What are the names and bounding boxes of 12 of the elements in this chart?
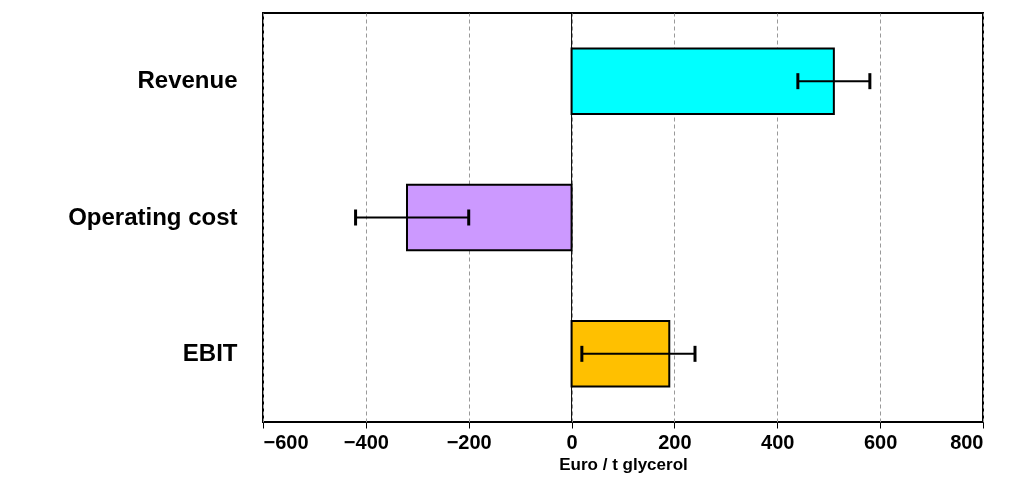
x-tick-label: 400 [761, 430, 795, 453]
y-tick-label: Operating cost [68, 202, 238, 230]
x-tick-label: −200 [446, 430, 492, 453]
x-tick-label: 800 [950, 430, 984, 453]
x-tick-label: 600 [863, 430, 898, 453]
y-tick-label: EBIT [182, 338, 238, 366]
x-axis-title: Euro / t glycerol [559, 454, 688, 474]
x-tick-label: −400 [343, 430, 389, 453]
y-tick-label: Revenue [137, 66, 238, 94]
x-tick-label: 200 [658, 430, 692, 453]
x-tick-label: 0 [566, 430, 578, 453]
x-tick-label: −600 [263, 430, 309, 453]
